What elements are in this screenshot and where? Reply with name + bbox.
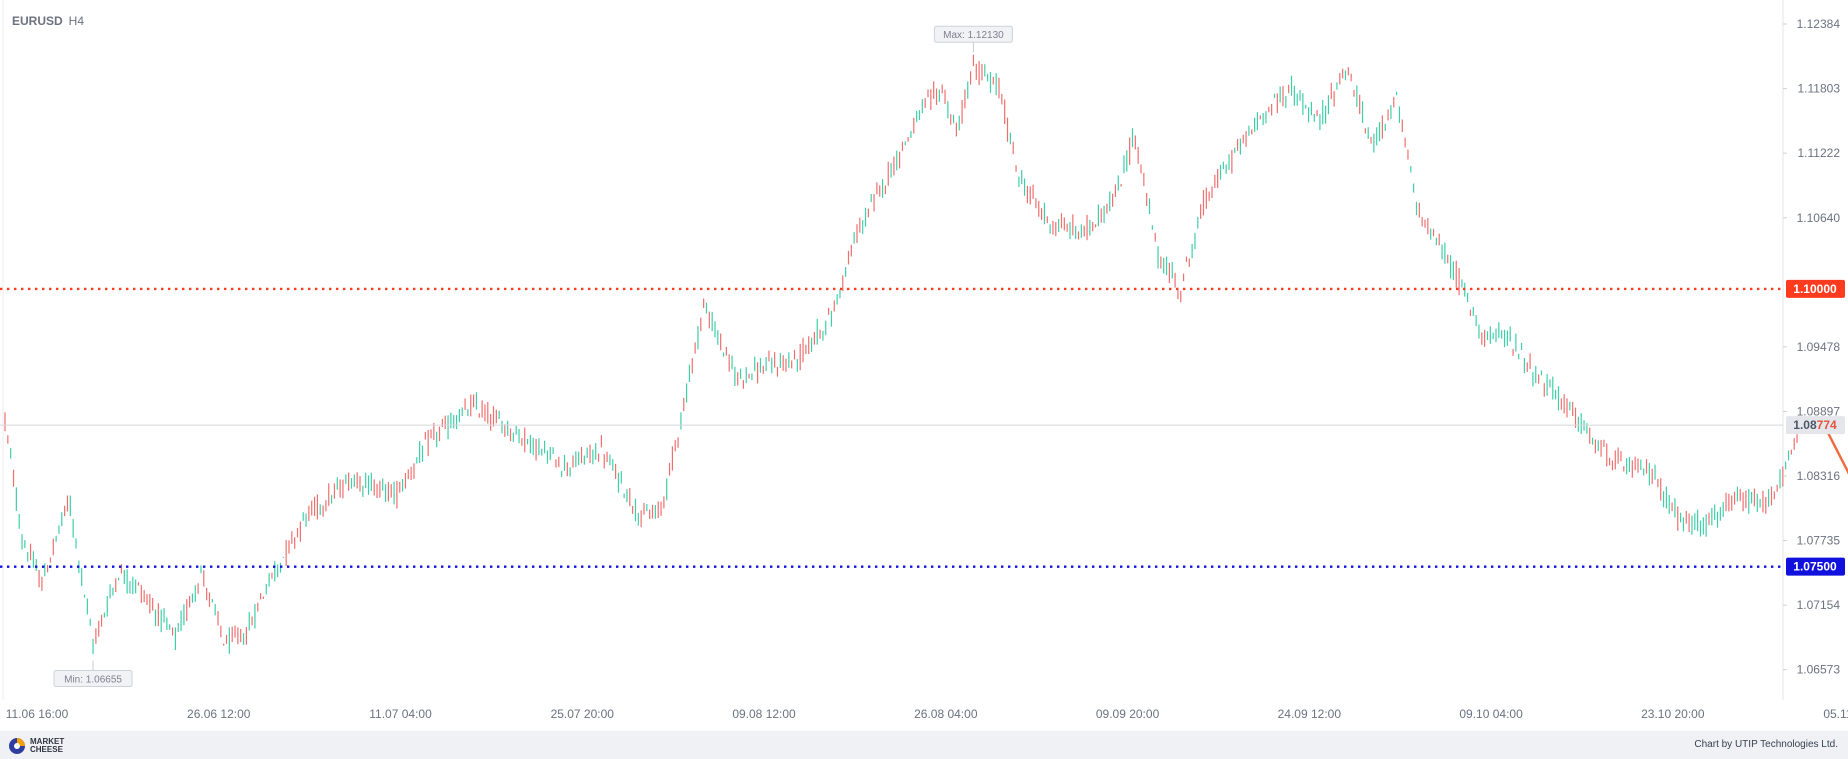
market-cheese-logo: MARKET CHEESE	[8, 737, 64, 755]
symbol-label: EURUSD H4	[12, 14, 84, 28]
y-tick-label: 1.07735	[1797, 534, 1841, 548]
min-price-label: Min: 1.06655	[64, 675, 122, 686]
y-tick-label: 1.12384	[1797, 17, 1841, 31]
max-price-label: Max: 1.12130	[943, 30, 1004, 41]
x-tick-label: 09.08 12:00	[732, 707, 796, 721]
y-tick-label: 1.11803	[1798, 82, 1841, 96]
y-tick-label: 1.10640	[1797, 211, 1841, 225]
candlestick-series	[4, 54, 1798, 655]
logo-wordmark: MARKET CHEESE	[30, 738, 64, 754]
x-tick-label: 24.09 12:00	[1278, 707, 1342, 721]
y-tick-label: 1.07154	[1797, 598, 1841, 612]
y-tick-label: 1.06573	[1797, 663, 1841, 677]
logo-word-market: MARKET	[30, 737, 65, 746]
cheese-logo-icon	[9, 738, 25, 754]
x-tick-label: 09.10 04:00	[1459, 707, 1523, 721]
x-tick-label: 11.07 04:00	[369, 707, 432, 721]
y-tick-label: 1.08316	[1797, 469, 1841, 483]
current-price-tag: 1.08774	[1786, 416, 1845, 435]
resistance-price-tag: 1.10000	[1786, 279, 1845, 298]
max-price-callout: Max: 1.12130	[933, 25, 1013, 53]
min-callout-box	[53, 670, 133, 688]
current-tag-box	[1786, 416, 1845, 435]
y-tick-label: 1.08897	[1797, 404, 1841, 418]
logo-word-cheese: CHEESE	[30, 745, 63, 754]
support-tag-label: 1.07500	[1793, 560, 1837, 574]
symbol-name: EURUSD	[12, 14, 63, 28]
x-tick-label: 25.07 20:00	[551, 707, 615, 721]
resistance-tag-label: 1.10000	[1793, 282, 1837, 296]
current-price-label: 1.08774	[1793, 418, 1837, 432]
current-price-label-main: 1.08	[1793, 418, 1817, 432]
chart-credit: Chart by UTIP Technologies Ltd.	[1694, 739, 1838, 750]
min-price-callout: Min: 1.06655	[53, 660, 133, 688]
y-tick-label: 1.11222	[1798, 146, 1841, 160]
time-axis: 11.06 16:00 26.06 12:00 11.07 04:00 25.07 2…	[6, 707, 1848, 721]
x-tick-label: 26.08 04:00	[914, 707, 978, 721]
x-tick-label: 23.10 20:00	[1641, 707, 1705, 721]
support-tag-box	[1786, 557, 1845, 576]
x-tick-label: 26.06 12:00	[187, 707, 251, 721]
max-callout-box	[933, 25, 1013, 43]
resistance-tag-box	[1786, 279, 1845, 298]
x-tick-label: 05.11 12:00	[1823, 707, 1848, 721]
x-tick-label: 09.09 20:00	[1096, 707, 1160, 721]
x-tick-label: 11.06 16:00	[6, 707, 69, 721]
price-axis: 1.12384 1.11803 1.11222 1.10640 1.09478 1.088…	[1783, 17, 1840, 677]
current-price-label-tail: 774	[1817, 418, 1837, 432]
timeframe-label: H4	[68, 14, 85, 28]
chart-footer: MARKET CHEESE Chart by UTIP Technologies …	[0, 731, 1848, 759]
price-chart[interactable]: Max: 1.12130 Min: 1.06655 1.12384 1.11803…	[0, 0, 1848, 731]
support-price-tag: 1.07500	[1786, 557, 1845, 576]
forecast-arrow-line[interactable]	[1818, 416, 1848, 565]
y-tick-label: 1.09478	[1797, 340, 1841, 354]
